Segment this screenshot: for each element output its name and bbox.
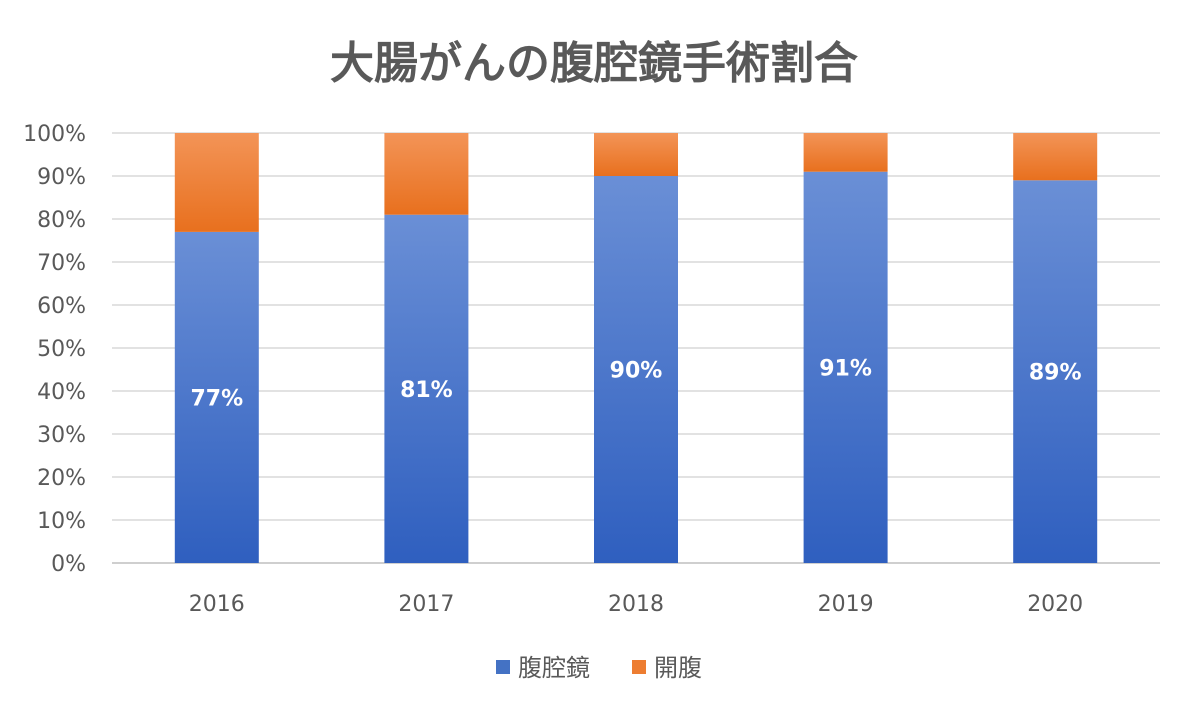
x-axis-ticks: 2016 2017 2018 2019 2020	[189, 592, 1083, 617]
y-tick-label: 40%	[37, 380, 86, 405]
bar-laparoscopic-2016	[174, 231, 259, 563]
bar-open-2016	[174, 133, 259, 232]
y-tick-label: 0%	[51, 552, 86, 577]
y-tick-label: 60%	[37, 294, 86, 319]
legend-label: 腹腔鏡	[518, 654, 590, 682]
bar-open-2020	[1013, 133, 1098, 181]
bar-open-2017	[384, 133, 469, 215]
legend: 腹腔鏡 開腹	[496, 654, 702, 682]
bars	[174, 133, 1098, 564]
y-tick-label: 20%	[37, 466, 86, 491]
legend-swatch	[632, 660, 646, 674]
data-label: 89%	[1029, 361, 1082, 386]
data-label: 91%	[819, 356, 872, 381]
x-tick-label: 2017	[398, 592, 454, 617]
y-tick-label: 90%	[37, 165, 86, 190]
bar-laparoscopic-2017	[384, 214, 469, 563]
y-tick-label: 50%	[37, 337, 86, 362]
legend-label: 開腹	[654, 654, 702, 682]
data-label: 77%	[190, 386, 243, 411]
y-tick-label: 30%	[37, 423, 86, 448]
x-tick-label: 2018	[608, 592, 664, 617]
x-tick-label: 2019	[818, 592, 874, 617]
y-tick-label: 100%	[23, 122, 86, 147]
y-tick-label: 70%	[37, 251, 86, 276]
x-tick-label: 2016	[189, 592, 245, 617]
bar-laparoscopic-2018	[594, 176, 678, 563]
y-axis-ticks: 0% 10% 20% 30% 40% 50% 60% 70% 80% 90% 100%	[23, 122, 86, 577]
y-tick-label: 10%	[37, 509, 86, 534]
legend-swatch	[496, 660, 510, 674]
bar-open-2018	[594, 133, 678, 176]
data-label: 90%	[610, 359, 663, 384]
y-tick-label: 80%	[37, 208, 86, 233]
x-tick-label: 2020	[1027, 592, 1083, 617]
data-label: 81%	[400, 378, 453, 403]
bar-laparoscopic-2020	[1013, 180, 1098, 564]
bar-laparoscopic-2019	[803, 171, 888, 563]
chart-title: 大腸がんの腹腔鏡手術割合	[330, 38, 858, 89]
data-labels: 77% 81% 90% 91% 89%	[190, 356, 1081, 411]
bar-open-2019	[803, 133, 888, 172]
